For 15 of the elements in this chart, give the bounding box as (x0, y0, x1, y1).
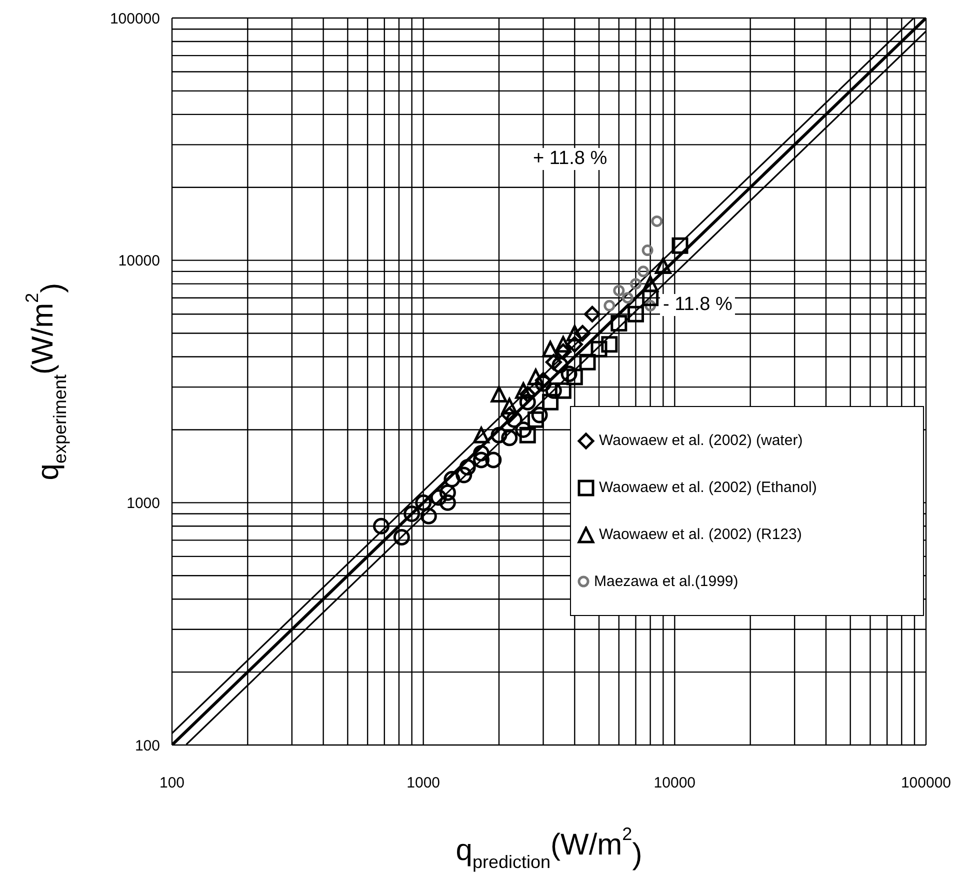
x-tick-label: 1000 (406, 774, 440, 792)
legend-label: Waowaew et al. (2002) (water) (599, 432, 803, 449)
x-tick-label: 100 (159, 774, 185, 792)
y-tick-label: 100 (134, 737, 160, 754)
x-tick-label: 100000 (900, 774, 952, 792)
legend-label: Waowaew et al. (2002) (R123) (599, 526, 802, 543)
y-tick-label: 100000 (110, 10, 160, 28)
y-tick-label: 1000 (126, 494, 160, 512)
legend-label: Waowaew et al. (2002) (Ethanol) (599, 479, 817, 496)
x-tick-label: 10000 (654, 774, 696, 792)
annotation: + 11.8 % (530, 148, 610, 170)
annotation: - 11.8 % (660, 294, 736, 316)
x-axis-title: q$_{prediction}$(W/m$^{2}$) (456, 824, 642, 872)
y-tick-label: 10000 (118, 252, 160, 270)
legend-label: Maezawa et al.(1999) (594, 573, 738, 590)
